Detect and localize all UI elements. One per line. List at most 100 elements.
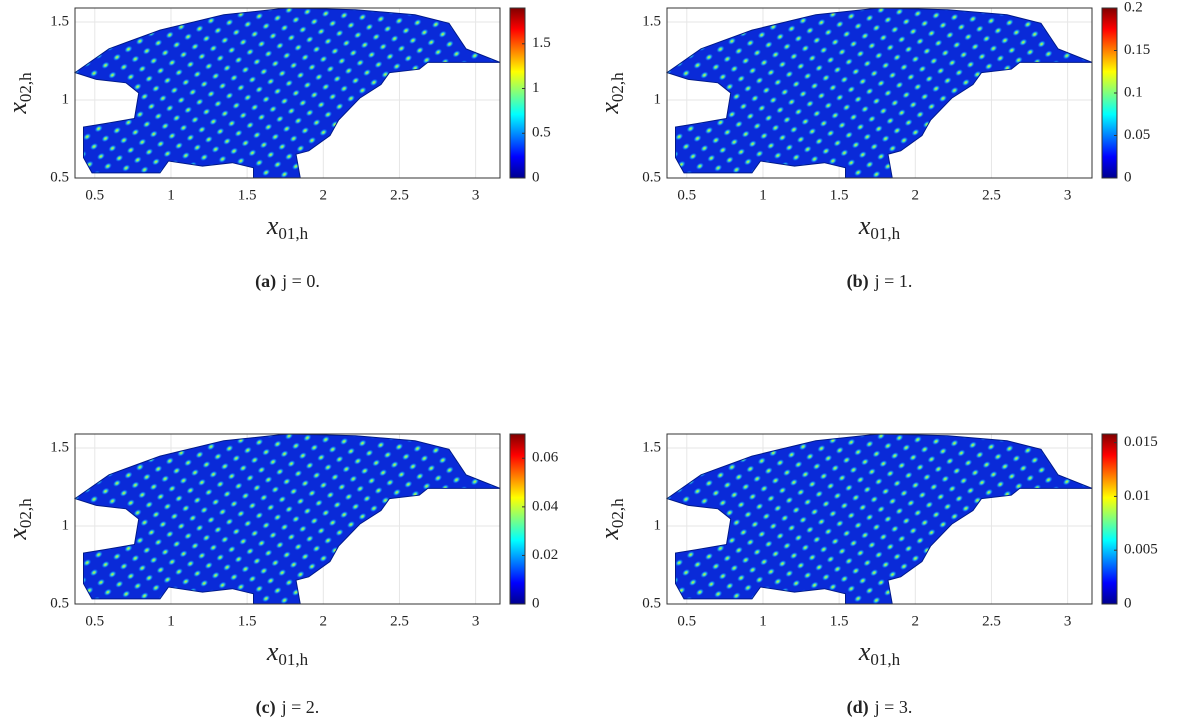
x-axis-label-subscript: 01,h bbox=[278, 650, 308, 669]
y-axis-label-subscript: 02,h bbox=[16, 72, 35, 102]
caption-text: j = 0. bbox=[281, 271, 320, 291]
colorbar-tick-label: 0 bbox=[1124, 169, 1132, 185]
x-axis-label-symbol: x bbox=[266, 211, 279, 240]
y-tick-label: 1 bbox=[654, 517, 662, 533]
y-axis-label: x02,h bbox=[595, 72, 627, 115]
y-tick-label: 1 bbox=[62, 517, 70, 533]
x-axis-label-symbol: x bbox=[858, 637, 871, 666]
caption: (c) j = 2. bbox=[256, 697, 320, 718]
y-axis-label-symbol: x bbox=[595, 528, 624, 541]
y-tick-label: 1 bbox=[62, 91, 70, 107]
x-tick-label: 2 bbox=[912, 187, 920, 203]
x-axis-label-subscript: 01,h bbox=[870, 650, 900, 669]
y-tick-label: 1 bbox=[654, 91, 662, 107]
x-axis-label-subscript: 01,h bbox=[870, 224, 900, 243]
x-tick-label: 1 bbox=[759, 187, 767, 203]
y-tick-label: 1.5 bbox=[50, 13, 69, 29]
x-tick-label: 3 bbox=[1064, 613, 1072, 629]
colorbar-tick-label: 1.5 bbox=[532, 35, 551, 51]
colorbar-tick-label: 0.5 bbox=[532, 125, 551, 141]
x-tick-label: 1.5 bbox=[238, 613, 257, 629]
colorbar-tick-label: 0.015 bbox=[1124, 434, 1158, 450]
subplot: 0.5 1 1.5 2 2.5 30.511.500.050.10.150.2x01,hx… bbox=[595, 0, 1150, 292]
subplot: 0.5 1 1.5 2 2.5 30.511.500.0050.010.015x01,hx… bbox=[595, 433, 1158, 718]
subplot: 0.5 1 1.5 2 2.5 30.511.500.020.040.06x01,hx02… bbox=[3, 433, 559, 718]
colorbar-tick-label: 0.04 bbox=[532, 498, 559, 514]
plot-frame bbox=[666, 433, 1093, 605]
x-tick-label: 3 bbox=[1064, 187, 1072, 203]
colorbar-tick-label: 0 bbox=[532, 169, 540, 185]
y-tick-label: 1.5 bbox=[642, 13, 661, 29]
x-tick-label: 1 bbox=[167, 187, 175, 203]
plot-frame bbox=[74, 433, 501, 605]
x-tick-label: 0.5 bbox=[85, 613, 104, 629]
colorbar bbox=[509, 7, 526, 179]
colorbar-tick-label: 0 bbox=[1124, 595, 1132, 611]
x-tick-label: 1.5 bbox=[830, 613, 849, 629]
y-tick-label: 0.5 bbox=[50, 595, 69, 611]
x-tick-label: 1 bbox=[167, 613, 175, 629]
x-axis-label-symbol: x bbox=[858, 211, 871, 240]
x-axis-label-symbol: x bbox=[266, 637, 279, 666]
x-tick-label: 2.5 bbox=[982, 187, 1001, 203]
colorbar-tick-label: 0.01 bbox=[1124, 488, 1150, 504]
caption: (a) j = 0. bbox=[255, 271, 320, 292]
colorbar-tick-label: 0.15 bbox=[1124, 42, 1150, 58]
x-tick-label: 2.5 bbox=[982, 613, 1001, 629]
x-tick-label: 1 bbox=[759, 613, 767, 629]
x-tick-label: 1.5 bbox=[830, 187, 849, 203]
y-axis-label-symbol: x bbox=[595, 102, 624, 115]
caption-label: (b) bbox=[847, 271, 869, 292]
y-axis-label: x02,h bbox=[3, 498, 35, 541]
subplot: 0.5 1 1.5 2 2.5 30.511.500.511.5x01,hx02,h(a)… bbox=[3, 7, 551, 292]
y-axis-label: x02,h bbox=[595, 498, 627, 541]
x-tick-label: 1.5 bbox=[238, 187, 257, 203]
caption-label: (d) bbox=[847, 697, 869, 718]
y-axis-label-symbol: x bbox=[3, 102, 32, 115]
x-tick-label: 2 bbox=[320, 187, 328, 203]
field bbox=[73, 433, 501, 605]
y-axis-label-symbol: x bbox=[3, 528, 32, 541]
caption-text: j = 2. bbox=[281, 697, 320, 717]
y-tick-label: 0.5 bbox=[642, 169, 661, 185]
colorbar bbox=[509, 433, 526, 605]
caption: (b) j = 1. bbox=[847, 271, 913, 292]
colorbar-tick-label: 0 bbox=[532, 595, 540, 611]
x-tick-label: 3 bbox=[472, 187, 480, 203]
colorbar-tick-label: 1 bbox=[532, 80, 540, 96]
colorbar-tick-label: 0.06 bbox=[532, 450, 559, 466]
caption-text: j = 3. bbox=[874, 697, 913, 717]
y-axis-label-subscript: 02,h bbox=[16, 498, 35, 528]
y-axis-label: x02,h bbox=[3, 72, 35, 115]
y-tick-label: 1.5 bbox=[50, 439, 69, 455]
plot-frame bbox=[74, 7, 501, 179]
x-tick-label: 3 bbox=[472, 613, 480, 629]
x-tick-label: 2 bbox=[912, 613, 920, 629]
x-axis-label: x01,h bbox=[858, 637, 901, 669]
colorbar bbox=[1101, 433, 1118, 605]
colorbar-tick-label: 0.005 bbox=[1124, 542, 1158, 558]
x-axis-label: x01,h bbox=[266, 211, 309, 243]
field bbox=[73, 7, 501, 179]
y-axis-label-subscript: 02,h bbox=[608, 498, 627, 528]
caption: (d) j = 3. bbox=[847, 697, 913, 718]
y-tick-label: 1.5 bbox=[642, 439, 661, 455]
x-axis-label: x01,h bbox=[266, 637, 309, 669]
y-tick-label: 0.5 bbox=[50, 169, 69, 185]
y-tick-label: 0.5 bbox=[642, 595, 661, 611]
y-axis-label-subscript: 02,h bbox=[608, 72, 627, 102]
x-tick-label: 2.5 bbox=[390, 187, 409, 203]
caption-text: j = 1. bbox=[874, 271, 913, 291]
x-tick-label: 0.5 bbox=[677, 187, 696, 203]
colorbar-tick-label: 0.1 bbox=[1124, 84, 1143, 100]
plot-frame bbox=[666, 7, 1093, 179]
x-tick-label: 2 bbox=[320, 613, 328, 629]
field bbox=[665, 433, 1093, 605]
x-axis-label: x01,h bbox=[858, 211, 901, 243]
x-tick-label: 0.5 bbox=[677, 613, 696, 629]
colorbar-tick-label: 0.05 bbox=[1124, 127, 1150, 143]
caption-label: (c) bbox=[256, 697, 276, 718]
x-tick-label: 2.5 bbox=[390, 613, 409, 629]
x-axis-label-subscript: 01,h bbox=[278, 224, 308, 243]
